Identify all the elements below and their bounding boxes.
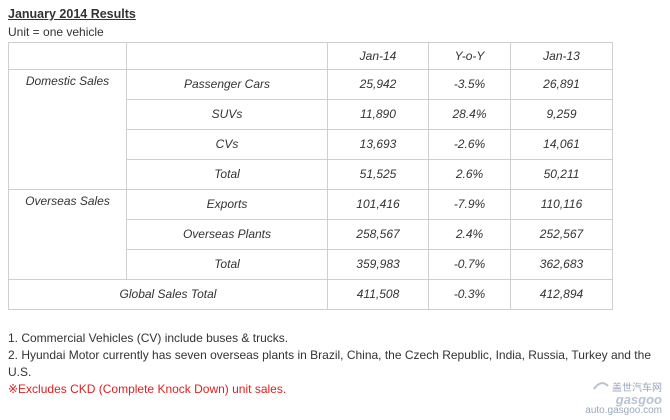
footnote-2: 2. Hyundai Motor currently has seven ove…: [8, 348, 651, 379]
table-row: Overseas Plants 258,567 2.4% 252,567: [9, 219, 613, 250]
header-row: Jan-14 Y-o-Y Jan-13: [8, 42, 613, 70]
yoy-cell: -0.3%: [428, 279, 511, 310]
jan13-cell: 14,061: [510, 129, 613, 160]
overseas-sales-label: Overseas Sales: [8, 189, 127, 280]
category-cell: Exports: [126, 189, 328, 220]
results-table: Jan-14 Y-o-Y Jan-13 Domestic Sales Passe…: [8, 42, 613, 310]
category-cell: SUVs: [126, 99, 328, 130]
category-cell: Passenger Cars: [126, 69, 328, 100]
watermark-url: auto.gasgoo.com: [585, 405, 662, 416]
footnote-1: 1. Commercial Vehicles (CV) include buse…: [8, 331, 289, 345]
global-total-row: Global Sales Total 411,508 -0.3% 412,894: [8, 279, 613, 310]
footnotes: 1. Commercial Vehicles (CV) include buse…: [8, 330, 668, 398]
jan13-cell: 26,891: [510, 69, 613, 100]
yoy-cell: -0.7%: [428, 249, 511, 280]
jan14-cell: 25,942: [327, 69, 429, 100]
jan14-cell: 411,508: [327, 279, 429, 310]
yoy-cell: 28.4%: [428, 99, 511, 130]
header-cell-jan13: Jan-13: [510, 42, 613, 70]
header-cell-group: [8, 42, 127, 70]
global-sales-total-label: Global Sales Total: [8, 279, 328, 310]
watermark-chinese: 盖世汽车网: [612, 383, 662, 394]
watermark-logo-text: gasgoo: [615, 392, 662, 407]
category-cell: Total: [126, 159, 328, 190]
table-row: Domestic Sales Passenger Cars 25,942 -3.…: [8, 69, 613, 190]
jan13-cell: 110,116: [510, 189, 613, 220]
watermark: 盖世汽车网 gasgoo auto.gasgoo.com: [585, 381, 662, 416]
jan14-cell: 13,693: [327, 129, 429, 160]
jan14-cell: 258,567: [327, 219, 429, 250]
category-cell: Total: [126, 249, 328, 280]
header-cell-jan14: Jan-14: [327, 42, 429, 70]
domestic-sales-label: Domestic Sales: [8, 69, 127, 190]
header-cell-yoy: Y-o-Y: [428, 42, 511, 70]
jan13-cell: 50,211: [510, 159, 613, 190]
jan13-cell: 412,894: [510, 279, 613, 310]
yoy-cell: -2.6%: [428, 129, 511, 160]
table-row: Overseas Sales Exports 101,416 -7.9% 110…: [8, 189, 613, 280]
category-cell: Overseas Plants: [126, 219, 328, 250]
yoy-cell: 2.4%: [428, 219, 511, 250]
yoy-cell: -7.9%: [428, 189, 511, 220]
footnote-ckd: ※Excludes CKD (Complete Knock Down) unit…: [8, 382, 287, 396]
yoy-cell: -3.5%: [428, 69, 511, 100]
yoy-cell: 2.6%: [428, 159, 511, 190]
results-title: January 2014 Results: [8, 7, 136, 21]
category-cell: CVs: [126, 129, 328, 160]
table-row: Total 51,525 2.6% 50,211: [9, 159, 613, 190]
gasgoo-logo-icon: [593, 381, 609, 394]
jan13-cell: 9,259: [510, 99, 613, 130]
jan13-cell: 252,567: [510, 219, 613, 250]
table-row: Total 359,983 -0.7% 362,683: [9, 249, 613, 280]
jan14-cell: 51,525: [327, 159, 429, 190]
jan14-cell: 11,890: [327, 99, 429, 130]
jan13-cell: 362,683: [510, 249, 613, 280]
header-cell-category: [126, 42, 328, 70]
table-row: CVs 13,693 -2.6% 14,061: [9, 129, 613, 160]
table-row: SUVs 11,890 28.4% 9,259: [9, 99, 613, 130]
unit-note: Unit = one vehicle: [8, 25, 104, 39]
jan14-cell: 101,416: [327, 189, 429, 220]
jan14-cell: 359,983: [327, 249, 429, 280]
